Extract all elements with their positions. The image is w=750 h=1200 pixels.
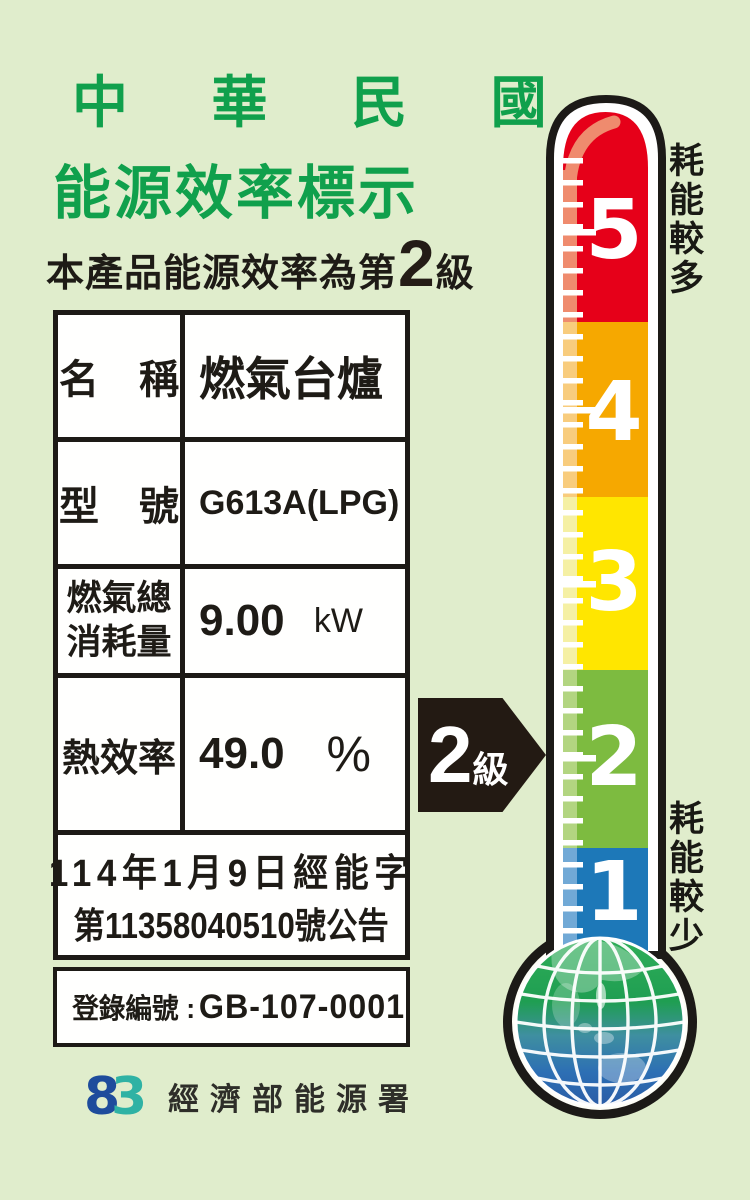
row-label: 型 號 [58, 442, 185, 564]
row-value: 9.00 kW [185, 569, 405, 673]
grade-pointer-number: 2 [428, 710, 473, 799]
page-title-line1: 中 華 民 國 [72, 71, 581, 134]
consumption-unit: kW [313, 601, 363, 640]
globe-icon [514, 936, 686, 1108]
scale-bottom-label: 耗能較少 [664, 800, 703, 956]
spec-table: 名 稱 燃氣台爐 型 號 G613A(LPG) 燃氣總 消耗量 9.00 kW … [49, 310, 410, 960]
scale-major-tick-5 [563, 229, 596, 236]
energy-administration-logo-icon: 8 3 [84, 1070, 146, 1122]
announcement-line1: 114年1月9日經能字 [48, 852, 415, 895]
row-label: 名 稱 [58, 315, 185, 437]
statement-prefix: 本產品能源效率為第 [46, 253, 398, 295]
scale-number-2: 2 [585, 710, 642, 805]
scale-number-3: 3 [585, 535, 642, 630]
table-row-name: 名 稱 燃氣台爐 [58, 315, 405, 442]
row-value: 49.0 % [185, 678, 405, 830]
registration-box: 登錄編號 : GB-107-0001 [53, 967, 410, 1047]
scale-major-tick-3 [563, 581, 596, 588]
registration-row: 登錄編號 : GB-107-0001 [57, 987, 405, 1027]
efficiency-value: 49.0 [199, 729, 285, 778]
announcement-block: 114年1月9日經能字 第11358040510號公告 [49, 835, 409, 955]
consumption-value: 9.00 [199, 596, 285, 645]
product-name: 燃氣台爐 [199, 353, 383, 405]
row-label: 燃氣總 消耗量 [58, 569, 185, 673]
statement-grade-number: 2 [398, 226, 435, 300]
efficiency-statement: 本產品能源效率為第 2 級 [46, 226, 474, 300]
svg-text:3: 3 [111, 1070, 146, 1122]
scale-major-tick-2 [563, 755, 596, 762]
table-row-model: 型 號 G613A(LPG) [58, 442, 405, 569]
efficiency-unit: % [326, 726, 371, 782]
model-number: G613A(LPG) [199, 483, 400, 522]
page-title-line2: 能源效率標示 [52, 161, 419, 226]
scale-minor-ticks [563, 158, 583, 938]
agency-block: 8 3 經濟部能源署 [84, 1070, 420, 1122]
scale-level-5 [563, 112, 648, 322]
announcement-line2: 第11358040510號公告 [73, 904, 390, 946]
registration-label: 登錄編號 [72, 993, 179, 1024]
scale-number-4: 4 [585, 365, 642, 460]
grade-pointer-suffix: 級 [472, 749, 509, 790]
statement-grade-suffix: 級 [435, 253, 474, 295]
registration-number: GB-107-0001 [198, 988, 406, 1026]
row-value: 燃氣台爐 [185, 315, 405, 437]
table-row-consumption: 燃氣總 消耗量 9.00 kW [58, 569, 405, 678]
registration-separator: : [186, 993, 196, 1024]
row-value: G613A(LPG) [185, 442, 405, 564]
scale-number-1: 1 [585, 845, 642, 940]
row-label: 熱效率 [58, 678, 185, 830]
svg-text:8: 8 [84, 1070, 120, 1122]
scale-major-tick-4 [563, 407, 596, 414]
scale-top-label: 耗能較多 [664, 142, 703, 298]
agency-name: 經濟部能源署 [168, 1081, 420, 1117]
scale-number-5: 5 [585, 183, 642, 278]
table-row-efficiency: 熱效率 49.0 % [58, 678, 405, 835]
